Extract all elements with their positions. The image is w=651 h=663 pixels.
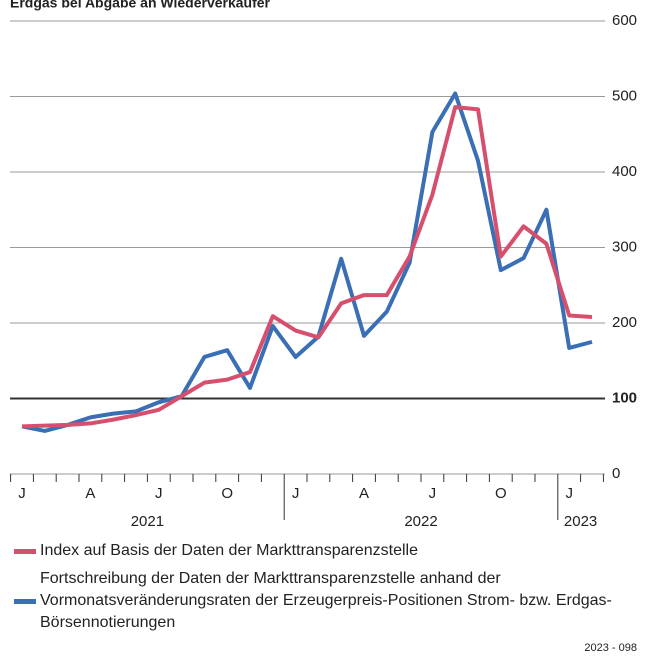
x-tick-label: A (85, 485, 95, 502)
y-tick-label: 300 (612, 238, 637, 255)
series-line (21, 91, 593, 433)
chart: Erdgas bei Abgabe an Wiederverkäufer 0 10… (10, 0, 637, 530)
legend-label: Index auf Basis der Daten der Markttrans… (40, 542, 418, 559)
y-tick-label: 400 (612, 163, 637, 180)
legend-swatch (14, 548, 36, 554)
y-tick-label: 0 (612, 465, 620, 482)
source-note: 2023 - 098 (584, 642, 637, 654)
x-tick-label: A (359, 485, 369, 502)
series-line (21, 105, 593, 429)
legend: Index auf Basis der Daten der Markttrans… (14, 540, 624, 640)
y-tick-label: 200 (612, 314, 637, 331)
legend-swatch (14, 598, 36, 604)
year-label: 2021 (131, 513, 164, 530)
x-tick-label: J (18, 485, 26, 502)
y-tick-label: 500 (612, 87, 637, 104)
legend-item: Fortschreibung der Daten der Markttransp… (14, 568, 624, 634)
x-tick-label: J (565, 485, 573, 502)
legend-item: Index auf Basis der Daten der Markttrans… (14, 540, 624, 562)
year-label: 2022 (404, 513, 437, 530)
y-tick-label: 100 (612, 389, 637, 406)
x-tick-label: O (221, 485, 233, 502)
x-tick-label: J (155, 485, 163, 502)
x-tick-label: O (495, 485, 507, 502)
y-tick-label: 600 (612, 12, 637, 29)
x-tick-label: J (292, 485, 300, 502)
x-tick-label: J (429, 485, 437, 502)
year-label: 2023 (564, 513, 597, 530)
chart-title: Erdgas bei Abgabe an Wiederverkäufer (10, 0, 271, 11)
legend-label: Fortschreibung der Daten der Markttransp… (40, 570, 612, 631)
